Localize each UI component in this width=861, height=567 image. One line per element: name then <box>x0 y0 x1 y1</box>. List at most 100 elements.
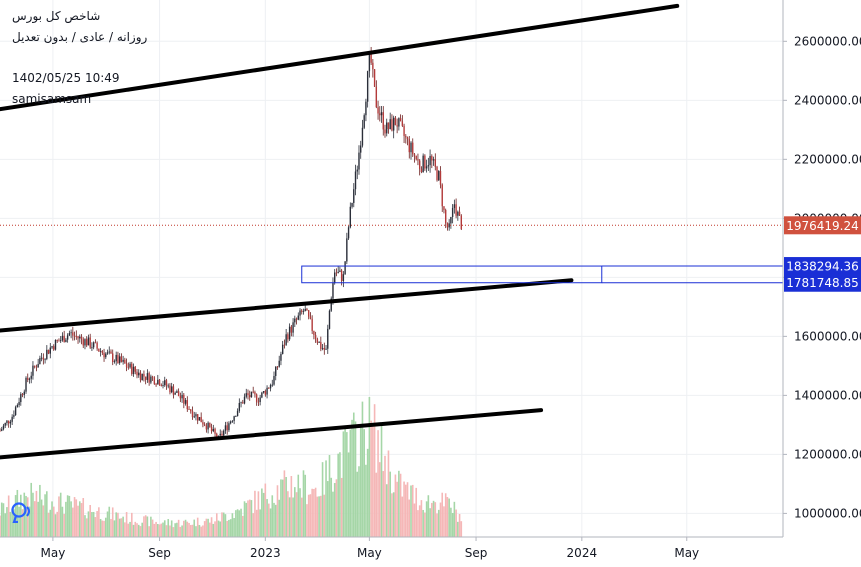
volume-bar <box>16 489 19 537</box>
candle <box>391 119 393 131</box>
candle <box>195 414 197 417</box>
volume-bar <box>42 505 45 537</box>
candle <box>14 407 17 416</box>
candle <box>365 101 367 116</box>
volume-bar <box>170 520 173 537</box>
candle <box>105 353 107 358</box>
volume-bar <box>278 499 281 537</box>
candle <box>203 424 206 426</box>
volume-bar <box>11 508 13 537</box>
candle <box>273 375 275 385</box>
volume-bar <box>33 501 36 537</box>
candle <box>354 171 357 190</box>
volume-bar <box>235 510 237 537</box>
volume-bar <box>157 523 159 537</box>
volume-bar <box>451 513 454 537</box>
candle <box>54 339 57 350</box>
candle <box>432 159 435 161</box>
y-tick-label: 1400000.00 <box>794 388 861 402</box>
volume-bar <box>274 504 277 537</box>
volume-bar <box>46 491 48 537</box>
candle <box>61 335 64 341</box>
candle <box>295 318 298 320</box>
candle <box>101 351 104 353</box>
candle <box>79 336 81 339</box>
candle <box>373 69 376 87</box>
candle <box>460 215 463 230</box>
candle <box>245 393 247 397</box>
candle <box>86 339 88 346</box>
candle <box>323 348 325 350</box>
tradingview-logo-icon[interactable] <box>8 501 34 523</box>
trendlines[interactable] <box>0 3 680 460</box>
candle <box>198 417 201 421</box>
zone-lower-tag: 1781748.85 <box>786 276 859 290</box>
volume-bar <box>153 523 156 537</box>
volume-bar <box>92 511 95 537</box>
volume-bar <box>32 492 34 537</box>
volume-bar <box>300 497 303 537</box>
volume-bar <box>453 501 456 537</box>
candle <box>268 387 270 389</box>
candle <box>183 394 185 404</box>
candle <box>174 392 176 395</box>
candle <box>415 155 417 160</box>
volume-bar <box>6 507 8 537</box>
candle <box>84 339 86 346</box>
volume-bar <box>66 495 69 537</box>
candle <box>129 363 131 368</box>
candle <box>219 433 221 436</box>
candle <box>122 359 124 362</box>
volume-bar <box>184 519 187 537</box>
volume-bar <box>203 521 206 537</box>
candle <box>372 62 374 70</box>
candle <box>223 430 225 436</box>
candle <box>113 361 116 363</box>
candle <box>387 122 390 129</box>
volume-bar <box>288 497 291 537</box>
candle <box>99 351 102 352</box>
candle <box>21 394 24 395</box>
candle <box>356 169 358 172</box>
volume-bar <box>437 509 440 537</box>
candle <box>103 352 105 358</box>
volume-bar <box>241 515 244 537</box>
volume-bar <box>342 431 345 537</box>
volume-bar <box>264 483 267 537</box>
volume-bar <box>316 496 319 537</box>
candle <box>200 417 202 423</box>
volume-bar <box>257 491 260 537</box>
volume-bar <box>399 473 402 537</box>
candle <box>412 142 414 155</box>
volume-bar <box>136 523 138 537</box>
volume-bar <box>26 497 29 537</box>
volume-bar <box>302 470 305 537</box>
volume-bar <box>108 506 111 537</box>
volume-bar <box>113 520 116 537</box>
candle <box>316 339 319 343</box>
zone-upper-tag: 1838294.36 <box>786 260 859 274</box>
candle <box>96 342 98 349</box>
candle <box>136 371 138 376</box>
candle <box>214 428 216 434</box>
candle <box>202 422 204 425</box>
volume-bar <box>309 494 312 537</box>
candle <box>344 261 346 275</box>
y-tick-label: 1600000.00 <box>794 329 861 343</box>
volume-bar <box>375 472 378 537</box>
volume-bar <box>269 508 272 537</box>
candle <box>172 386 175 395</box>
volume-bar <box>410 485 412 537</box>
volume-bar <box>82 498 85 537</box>
volume-bar <box>271 495 274 537</box>
candle <box>210 427 213 432</box>
volume-bar <box>295 492 298 537</box>
candle <box>63 335 65 343</box>
candle <box>280 353 282 361</box>
candle <box>209 422 211 428</box>
volume-bar <box>406 482 409 537</box>
volume-bar <box>35 490 38 537</box>
volume-bar <box>455 509 457 537</box>
support-zone[interactable] <box>301 265 783 284</box>
